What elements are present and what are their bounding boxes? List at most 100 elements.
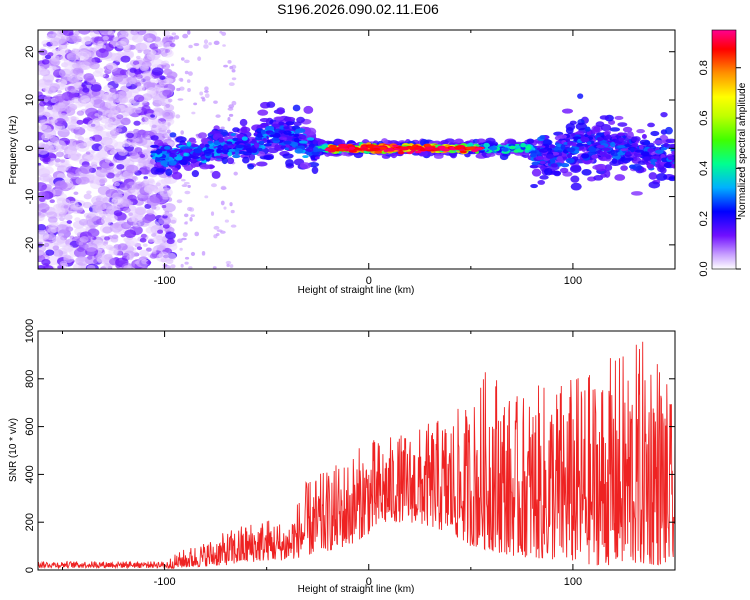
heatmap-cell: [239, 118, 248, 127]
colorbar-ticks: 0.0 0.2 0.4 0.6 0.8: [698, 60, 741, 277]
heatmap-cell: [145, 247, 152, 252]
heatmap-cell: [609, 127, 621, 132]
heatmap-cell: [148, 179, 156, 185]
heatmap-cell: [50, 118, 58, 124]
heatmap-cell: [643, 156, 651, 162]
heatmap-cell: [286, 135, 293, 141]
heatmap-cell: [631, 191, 643, 196]
heatmap-cell: [101, 93, 111, 101]
heatmap-cell: [596, 144, 605, 149]
heatmap-cell: [38, 241, 44, 246]
heatmap-cell: [74, 133, 82, 139]
heatmap-cell: [107, 30, 115, 36]
heatmap-cell: [184, 190, 191, 195]
heatmap-cell: [190, 214, 196, 218]
heatmap-cell: [280, 145, 287, 149]
heatmap-y-ticks: -20 -10 0 10 20: [24, 46, 675, 253]
heatmap-cell: [191, 111, 196, 115]
heatmap-cell: [39, 119, 47, 125]
heatmap-cell: [75, 142, 90, 152]
heatmap-cell: [256, 132, 263, 138]
heatmap-cell: [184, 256, 190, 260]
heatmap-cell: [302, 155, 309, 159]
heatmap-cell: [135, 207, 146, 216]
heatmap-cell: [538, 148, 548, 153]
heatmap-cell: [572, 136, 582, 140]
heatmap-cell: [132, 60, 140, 66]
heatmap-cell: [182, 149, 193, 153]
heatmap-cell: [165, 77, 174, 84]
heatmap-cell: [599, 115, 610, 120]
heatmap-cell: [69, 106, 76, 111]
heatmap-cell: [171, 32, 177, 36]
heatmap-cell: [57, 46, 69, 54]
heatmap-cell: [617, 122, 628, 127]
heatmap-cell: [266, 101, 276, 108]
heatmap-cell: [180, 130, 185, 135]
heatmap-cell: [146, 37, 153, 42]
heatmap-cell: [125, 164, 139, 174]
heatmap-cell: [146, 209, 155, 215]
y-tick-label: -10: [24, 189, 36, 205]
heatmap-cell: [152, 94, 166, 104]
heatmap-cell: [228, 104, 235, 109]
heatmap-cell: [108, 162, 114, 167]
heatmap-cell: [112, 98, 119, 103]
heatmap-cell: [106, 77, 112, 82]
heatmap-cell: [76, 119, 84, 125]
x-tick-label: -100: [154, 576, 176, 588]
heatmap-cell: [232, 127, 240, 133]
heatmap-cell: [47, 216, 58, 224]
heatmap-cell: [150, 114, 156, 118]
heatmap-cell: [166, 213, 173, 218]
heatmap-cell: [80, 36, 93, 45]
heatmap-cell: [227, 151, 233, 157]
heatmap-cell: [561, 156, 568, 160]
colorbar-tick-label: 0.6: [698, 110, 710, 125]
snr-series-line: [38, 341, 675, 570]
heatmap-cell: [617, 145, 626, 149]
heatmap-cell: [131, 251, 139, 257]
heatmap-cell: [671, 150, 675, 155]
heatmap-cell: [565, 123, 576, 131]
heatmap-cell: [59, 260, 68, 267]
heatmap-cell: [570, 182, 582, 191]
heatmap-cell: [120, 233, 126, 238]
heatmap-cell: [57, 89, 63, 94]
heatmap-cell: [211, 170, 221, 179]
heatmap-cell: [269, 131, 276, 135]
heatmap-cell: [306, 137, 315, 141]
heatmap-cell: [113, 210, 123, 217]
heatmap-cell: [168, 160, 177, 166]
heatmap-cell: [614, 174, 626, 181]
heatmap-cell: [230, 224, 237, 228]
heatmap-cell: [283, 126, 290, 130]
heatmap-cell: [124, 229, 137, 238]
colorbar-tick-label: 0.2: [698, 211, 710, 226]
heatmap-cell: [640, 151, 650, 157]
heatmap-cell: [154, 139, 164, 147]
heatmap-cell: [605, 134, 612, 140]
heatmap-cell: [118, 158, 128, 166]
heatmap-cell: [188, 266, 193, 269]
heatmap-cell: [361, 147, 369, 151]
heatmap-cell: [168, 41, 172, 45]
y-tick-label: 0: [24, 145, 36, 151]
heatmap-cell: [186, 141, 192, 147]
heatmap-cell: [581, 169, 592, 176]
heatmap-cell: [242, 156, 250, 164]
heatmap-cell: [611, 158, 618, 164]
heatmap-cell: [599, 151, 605, 156]
heatmap-cell: [320, 144, 327, 150]
heatmap-cell: [68, 31, 74, 36]
heatmap-cell: [216, 149, 223, 153]
heatmap-cell: [71, 96, 81, 104]
heatmap-cell: [660, 111, 668, 118]
heatmap-cell: [263, 143, 272, 147]
heatmap-cell: [158, 129, 168, 137]
heatmap-cell: [204, 195, 209, 199]
heatmap-cell: [67, 99, 73, 104]
heatmap-cell: [81, 124, 87, 129]
heatmap-cell: [301, 134, 307, 140]
heatmap-cell: [128, 212, 134, 216]
